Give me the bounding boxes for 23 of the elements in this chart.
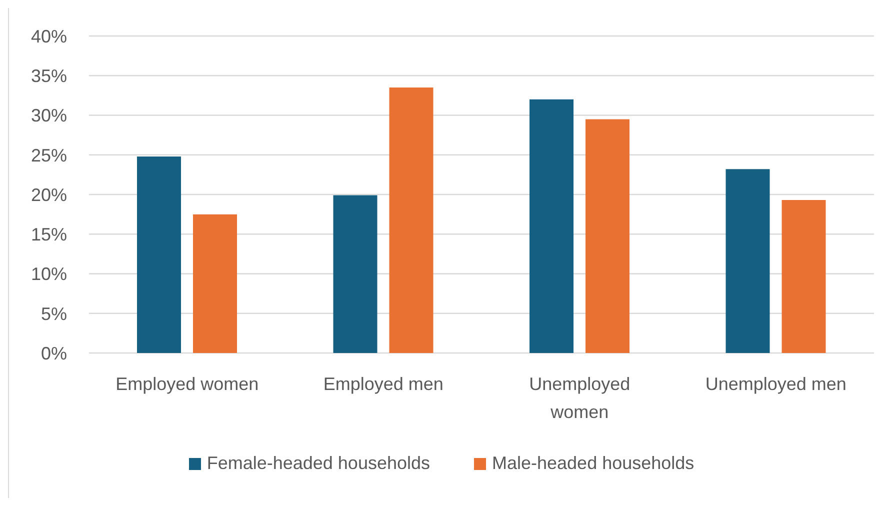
x-tick-label: Unemployed men (705, 374, 846, 394)
y-tick-label: 0% (40, 343, 67, 364)
x-tick-label: Employed men (323, 374, 444, 394)
x-tick-label: Employed women (116, 374, 259, 394)
bar (586, 119, 630, 353)
y-tick-label: 5% (40, 304, 67, 324)
bar (137, 156, 181, 353)
y-tick-label: 30% (30, 106, 67, 126)
bar (193, 214, 237, 353)
y-tick-label: 10% (30, 264, 67, 284)
bar (389, 88, 434, 353)
y-tick-label: 35% (30, 66, 67, 86)
legend-label: Female-headed households (206, 453, 430, 474)
y-tick-label: 20% (30, 184, 67, 205)
y-tick-label: 25% (30, 145, 67, 166)
legend-label: Male-headed households (492, 453, 694, 474)
bar (333, 195, 378, 353)
bar (726, 169, 770, 353)
x-tick-label: Unemployed women (529, 374, 630, 422)
bar (782, 200, 826, 353)
bar (530, 99, 574, 353)
y-tick-label: 15% (30, 224, 67, 245)
y-tick-label: 40% (30, 26, 67, 46)
